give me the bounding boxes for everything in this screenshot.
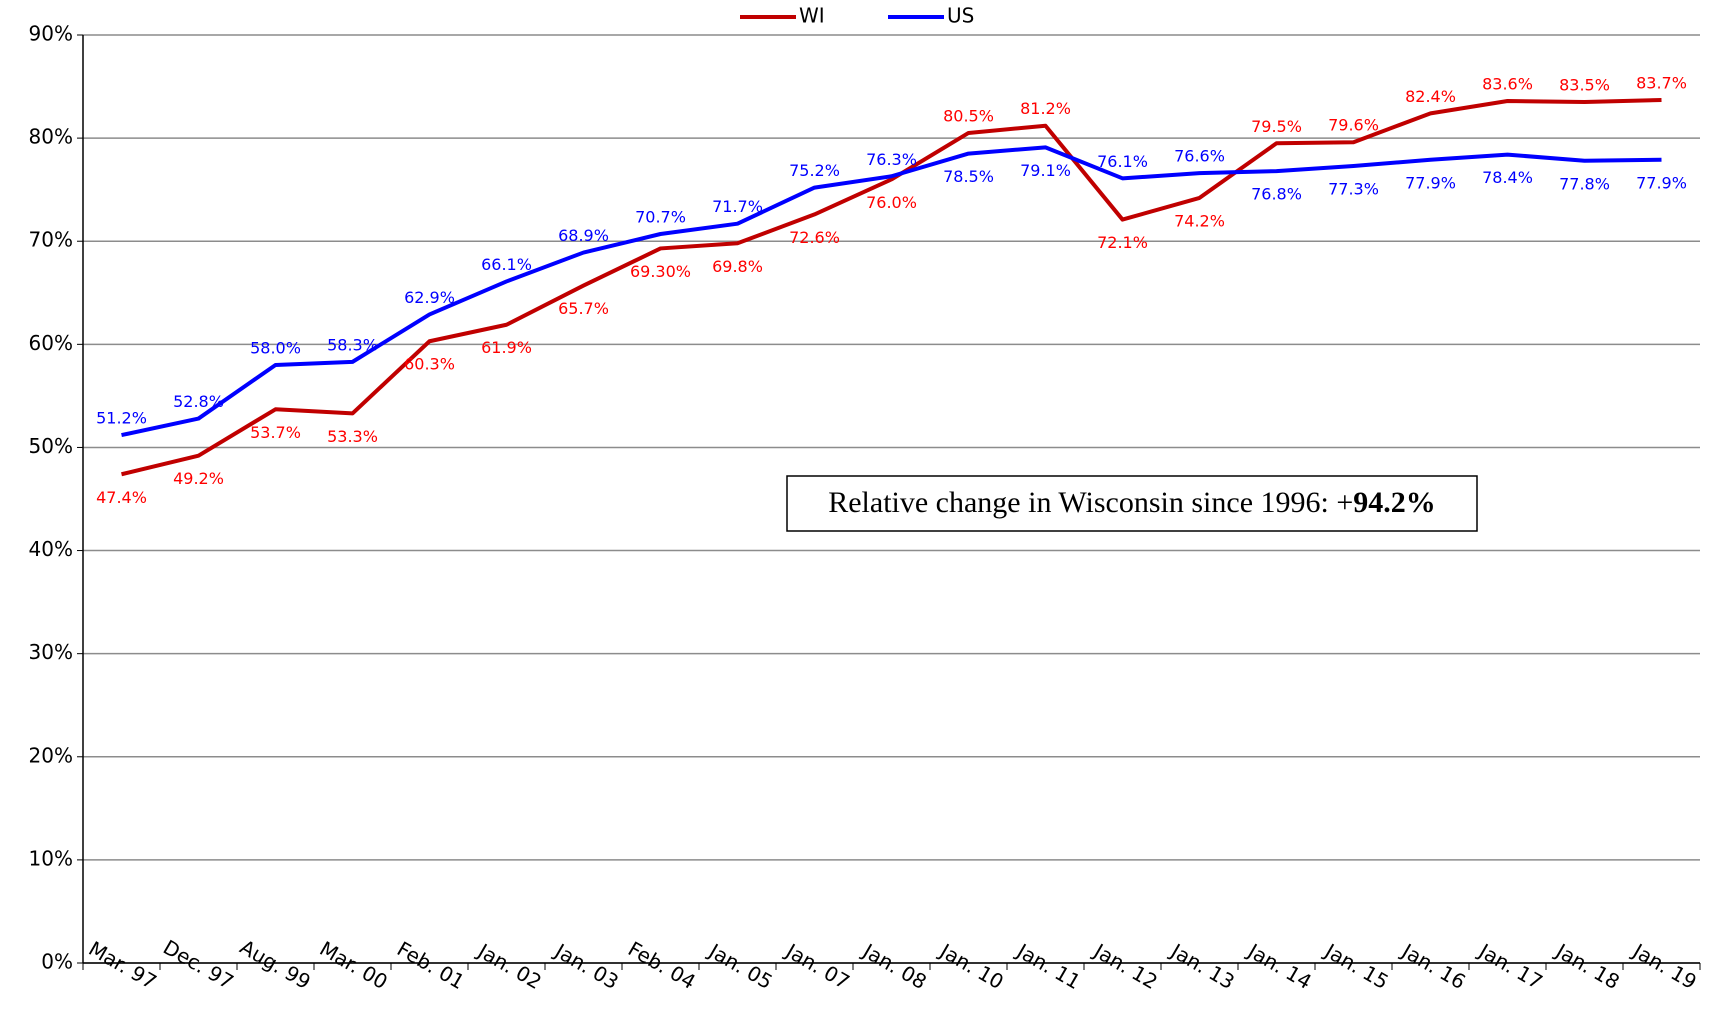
value-label: 58.3%: [327, 335, 378, 354]
x-tick-label: Feb. 01: [393, 937, 469, 995]
x-tick-label: Jan. 16: [1396, 938, 1469, 994]
series-line: [121, 97, 1662, 477]
y-tick-label: 20%: [29, 743, 73, 767]
y-tick-label: 70%: [29, 228, 73, 252]
x-tick-label: Aug. 99: [236, 935, 315, 994]
value-label: 83.5%: [1559, 76, 1610, 95]
x-tick-label: Jan. 03: [549, 938, 622, 994]
value-label: 62.9%: [404, 288, 455, 307]
y-tick-label: 50%: [29, 434, 73, 458]
value-label: 81.2%: [1020, 99, 1071, 118]
value-label: 70.7%: [635, 208, 686, 227]
value-label: 77.8%: [1559, 174, 1610, 193]
value-label: 72.6%: [789, 228, 840, 247]
y-tick-label: 10%: [29, 846, 73, 870]
value-label: 83.6%: [1482, 74, 1533, 93]
value-label: 77.9%: [1636, 173, 1687, 192]
x-tick-label: Jan. 19: [1627, 938, 1700, 994]
value-label: 53.7%: [250, 423, 301, 442]
x-tick-label: Jan. 17: [1473, 938, 1546, 994]
series-line: [121, 145, 1662, 438]
value-label: 75.2%: [789, 161, 840, 180]
x-tick-label: Jan. 18: [1550, 938, 1623, 994]
value-label: 77.3%: [1328, 179, 1379, 198]
value-label: 72.1%: [1097, 233, 1148, 252]
x-tick-label: Jan. 07: [780, 938, 853, 994]
value-label: 76.8%: [1251, 185, 1302, 204]
value-label: 65.7%: [558, 299, 609, 318]
annotation-bold: 94.2%: [1353, 486, 1436, 519]
value-label: 71.7%: [712, 197, 763, 216]
y-tick-label: 40%: [29, 537, 73, 561]
x-tick-label: Jan. 11: [1011, 938, 1084, 994]
value-label: 79.1%: [1020, 161, 1071, 180]
value-label: 74.2%: [1174, 211, 1225, 230]
legend-label: US: [947, 4, 974, 28]
y-tick-label: 0%: [41, 950, 73, 974]
value-label: 60.3%: [404, 355, 455, 374]
value-label: 77.9%: [1405, 173, 1456, 192]
value-label: 47.4%: [96, 488, 147, 507]
value-label: 69.8%: [712, 257, 763, 276]
y-tick-label: 90%: [29, 22, 73, 46]
value-label: 51.2%: [96, 409, 147, 428]
value-label: 80.5%: [943, 106, 994, 125]
value-label: 83.7%: [1636, 73, 1687, 92]
value-label: 79.6%: [1328, 116, 1379, 135]
x-tick-label: Jan. 08: [857, 938, 930, 994]
value-label: 53.3%: [327, 427, 378, 446]
legend-label: WI: [799, 4, 825, 28]
x-tick-label: Jan. 15: [1319, 938, 1392, 994]
x-tick-label: Jan. 12: [1088, 938, 1161, 994]
x-tick-label: Mar. 00: [316, 936, 392, 994]
value-label: 52.8%: [173, 392, 224, 411]
x-tick-label: Dec. 97: [159, 935, 238, 994]
x-tick-label: Jan. 14: [1242, 938, 1315, 994]
x-tick-label: Jan. 13: [1165, 938, 1238, 994]
value-label: 69.30%: [630, 262, 691, 281]
y-tick-label: 30%: [29, 640, 73, 664]
value-label: 78.4%: [1482, 168, 1533, 187]
value-label: 61.9%: [481, 338, 532, 357]
x-tick-label: Mar. 97: [85, 936, 161, 994]
value-label: 66.1%: [481, 255, 532, 274]
value-label: 76.6%: [1174, 147, 1225, 166]
x-tick-label: Feb. 04: [624, 937, 700, 995]
annotation-text: Relative change in Wisconsin since 1996:…: [828, 486, 1353, 519]
y-tick-label: 80%: [29, 125, 73, 149]
annotation-box: [786, 475, 1478, 532]
value-label: 49.2%: [173, 469, 224, 488]
x-tick-label: Jan. 10: [934, 938, 1007, 994]
value-label: 76.3%: [866, 150, 917, 169]
value-label: 68.9%: [558, 226, 609, 245]
value-label: 76.1%: [1097, 152, 1148, 171]
x-tick-label: Jan. 05: [703, 938, 776, 994]
value-label: 58.0%: [250, 338, 301, 357]
value-label: 79.5%: [1251, 117, 1302, 136]
annotation: Relative change in Wisconsin since 1996:…: [828, 486, 1436, 519]
y-tick-label: 60%: [29, 331, 73, 355]
x-tick-label: Jan. 02: [472, 938, 545, 994]
value-label: 82.4%: [1405, 87, 1456, 106]
value-label: 78.5%: [943, 167, 994, 186]
value-label: 76.0%: [866, 193, 917, 212]
